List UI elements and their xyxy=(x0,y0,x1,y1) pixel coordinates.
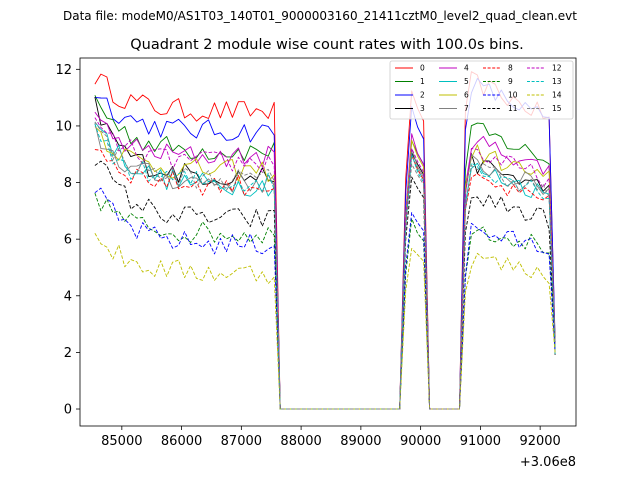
series-line-6 xyxy=(94,126,556,410)
legend-label-7: 7 xyxy=(464,104,469,113)
y-tick-label: 2 xyxy=(64,346,72,361)
series-line-3 xyxy=(94,96,556,410)
x-axis: 85000 86000 87000 88000 89000 90000 91000 92000 xyxy=(101,426,561,449)
x-tick-label: 86000 xyxy=(161,434,202,449)
legend-label-4: 4 xyxy=(464,64,469,73)
y-tick-label: 0 xyxy=(64,403,72,418)
y-tick-label: 10 xyxy=(55,119,72,134)
legend-label-3: 3 xyxy=(420,104,425,113)
series-line-13 xyxy=(94,123,556,410)
legend-label-9: 9 xyxy=(508,77,513,86)
legend-label-14: 14 xyxy=(552,91,562,100)
x-tick-label: 89000 xyxy=(340,434,381,449)
series-line-10 xyxy=(94,187,556,410)
x-tick-label: 88000 xyxy=(280,434,321,449)
x-axis-offset-label: +3.06e8 xyxy=(520,455,576,470)
y-tick-label: 4 xyxy=(64,289,72,304)
series-line-2 xyxy=(94,77,556,410)
x-tick-label: 92000 xyxy=(519,434,560,449)
legend-label-15: 15 xyxy=(552,104,562,113)
legend-label-5: 5 xyxy=(464,77,469,86)
legend-label-11: 11 xyxy=(508,104,518,113)
legend-label-0: 0 xyxy=(420,64,425,73)
series-line-12 xyxy=(94,117,556,410)
chart-title: Quadrant 2 module wise count rates with … xyxy=(130,37,524,53)
legend-label-2: 2 xyxy=(420,91,425,100)
y-tick-label: 12 xyxy=(55,63,72,78)
series-line-9 xyxy=(94,192,556,410)
legend-label-12: 12 xyxy=(552,64,562,73)
y-axis: 0 2 4 6 8 10 12 xyxy=(55,63,80,418)
x-tick-label: 85000 xyxy=(101,434,142,449)
x-tick-label: 87000 xyxy=(221,434,262,449)
y-tick-label: 6 xyxy=(64,233,72,248)
x-tick-label: 90000 xyxy=(400,434,441,449)
series-line-11 xyxy=(94,160,556,410)
series-line-7 xyxy=(94,123,556,410)
legend-label-8: 8 xyxy=(508,64,513,73)
x-tick-label: 91000 xyxy=(460,434,501,449)
series-layer xyxy=(94,71,556,410)
plot-area-frame xyxy=(79,57,577,427)
series-line-0 xyxy=(94,71,556,410)
chart-suptitle: Data file: modeM0/AS1T03_140T01_90000031… xyxy=(63,9,577,23)
series-line-15 xyxy=(94,121,556,410)
legend-label-10: 10 xyxy=(508,91,518,100)
legend-label-6: 6 xyxy=(464,91,469,100)
legend-box xyxy=(389,60,574,120)
series-line-8 xyxy=(94,149,556,410)
legend-label-1: 1 xyxy=(420,77,425,86)
legend-label-13: 13 xyxy=(552,77,562,86)
y-tick-label: 8 xyxy=(64,176,72,191)
series-line-4 xyxy=(94,111,556,410)
series-line-14 xyxy=(94,232,556,410)
series-line-1 xyxy=(94,95,556,410)
